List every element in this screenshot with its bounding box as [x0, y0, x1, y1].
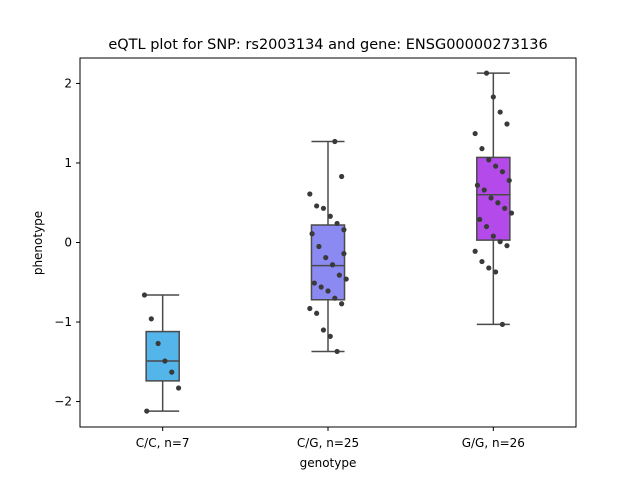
data-point: [332, 138, 338, 145]
data-point: [320, 205, 327, 211]
data-point: [506, 177, 512, 184]
data-point: [483, 223, 490, 230]
data-point: [320, 327, 327, 333]
data-point: [316, 243, 322, 250]
data-point: [474, 182, 481, 188]
data-point: [334, 348, 340, 355]
data-point: [309, 231, 315, 237]
x-tick-label: C/C, n=7: [136, 436, 190, 450]
box-group: [472, 70, 515, 328]
data-point: [341, 227, 347, 233]
data-point: [472, 130, 478, 137]
data-point: [343, 276, 349, 282]
data-point: [493, 163, 499, 169]
data-point: [334, 220, 340, 227]
data-point: [486, 157, 492, 163]
data-point: [481, 187, 487, 193]
x-axis-label: genotype: [300, 456, 357, 470]
data-point: [314, 310, 320, 316]
data-point: [508, 210, 515, 216]
data-point: [497, 109, 503, 115]
y-tick-label: −2: [54, 395, 72, 409]
data-point: [339, 301, 345, 307]
data-point: [314, 203, 320, 209]
data-point: [162, 358, 168, 364]
data-point: [307, 191, 313, 197]
data-point: [341, 251, 347, 257]
box-group: [141, 292, 182, 414]
y-axis: −2 −1 0 1 2: [54, 76, 80, 409]
chart-title: eQTL plot for SNP: rs2003134 and gene: E…: [108, 37, 547, 53]
data-point: [144, 408, 150, 414]
box-group: [307, 138, 349, 355]
data-point: [504, 243, 510, 249]
data-point: [495, 200, 501, 206]
y-tick-label: 0: [64, 236, 72, 250]
data-point: [479, 258, 485, 265]
data-point: [325, 288, 331, 294]
box: [145, 330, 180, 382]
data-point: [323, 255, 329, 261]
x-axis: C/C, n=7 C/G, n=25 G/G, n=26: [136, 427, 525, 450]
data-point: [477, 216, 483, 223]
data-point: [502, 205, 508, 211]
data-point: [148, 316, 154, 322]
data-point: [329, 262, 336, 268]
data-point: [504, 121, 510, 127]
data-point: [311, 280, 317, 286]
data-point: [141, 292, 148, 298]
data-point: [336, 272, 342, 278]
data-point: [155, 340, 161, 347]
y-axis-label: phenotype: [31, 211, 45, 275]
data-point: [339, 173, 345, 180]
data-point: [497, 239, 503, 245]
data-point: [490, 94, 496, 100]
data-point: [307, 305, 313, 312]
plot-groups: [141, 70, 515, 414]
data-point: [332, 295, 338, 301]
x-tick-label: G/G, n=26: [462, 436, 525, 450]
data-point: [486, 265, 492, 271]
data-point: [169, 369, 175, 375]
data-point: [499, 321, 506, 328]
data-point: [493, 269, 499, 275]
data-point: [327, 213, 333, 219]
data-point: [483, 70, 490, 76]
data-point: [488, 195, 494, 201]
data-point: [479, 146, 485, 152]
data-point: [175, 385, 182, 391]
x-tick-label: C/G, n=25: [297, 436, 359, 450]
data-point: [318, 284, 324, 290]
data-point: [472, 248, 478, 254]
box: [310, 224, 346, 301]
y-tick-label: 1: [64, 156, 72, 170]
y-tick-label: −1: [54, 315, 72, 329]
y-tick-label: 2: [64, 76, 72, 90]
data-point: [499, 169, 506, 175]
data-point: [490, 233, 496, 239]
data-point: [327, 333, 333, 339]
